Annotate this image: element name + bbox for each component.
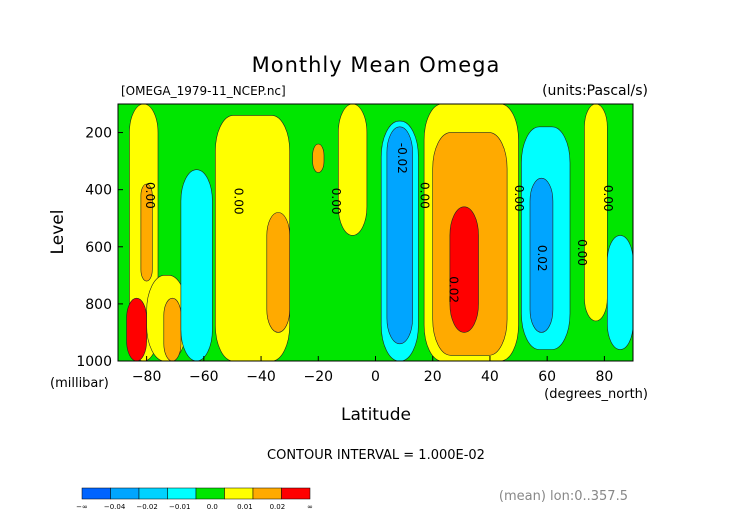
x-tick-label: −80 [132,369,162,385]
contour-region-8 [266,212,290,333]
contour-region-7 [140,183,153,282]
y-axis-units: (millibar) [50,376,109,391]
x-tick-label: 20 [424,369,442,385]
legend-label: 0.01 [237,503,253,511]
y-axis-label: Level [48,210,68,255]
legend-swatch [281,487,311,500]
contour-label-4: -0.02 [395,143,409,174]
legend-swatch [110,487,140,500]
plot-area: 0.00 0.00 0.00 -0.02 0.00 0.00 0.00 0.02 0.00 0.0… [118,104,633,361]
y-tick-label: 400 [85,183,112,199]
legend-label: 0.02 [270,503,286,511]
x-tick-label: −20 [304,369,334,385]
x-tick-label: 40 [481,369,499,385]
legend-swatch [224,487,254,500]
contour-interval-note: CONTOUR INTERVAL = 1.000E-02 [267,448,485,463]
x-tick-label: −40 [246,369,276,385]
legend-swatch [138,487,168,500]
chart-title: Monthly Mean Omega [252,53,501,77]
y-tick-label: 800 [85,297,112,313]
contour-region-3 [338,104,368,236]
contour-label-5: 0.00 [418,182,432,209]
contour-label-2: 0.00 [232,188,246,215]
y-tick-label: 1000 [76,354,112,370]
x-tick-label: 80 [595,369,613,385]
legend-swatch [252,487,282,500]
contour-label-9: 0.00 [575,239,589,266]
legend-swatch [81,487,111,500]
x-axis-units: (degrees_north) [544,387,648,402]
contour-label-3: 0.00 [329,188,343,215]
contour-region-19 [529,177,554,333]
contour-region-9 [312,143,325,173]
contour-label-8: 0.02 [535,245,549,272]
contour-region-18 [386,126,413,345]
legend-swatch [167,487,197,500]
units-label: (units:Pascal/s) [542,83,648,99]
legend-label: −0.01 [169,503,190,511]
mean-label: (mean) lon:0..357.5 [499,489,628,504]
y-tick-label: 600 [85,240,112,256]
legend-swatch [195,487,225,500]
legend-label: −∞ [76,503,88,511]
contour-region-5 [584,104,608,322]
x-tick-label: 60 [538,369,556,385]
y-tick-label: 200 [85,126,112,142]
file-label: [OMEGA_1979-11_NCEP.nc] [121,84,286,98]
x-tick-label: −60 [189,369,219,385]
contour-label-6: 0.00 [512,185,526,212]
contour-label-7: 0.00 [601,185,615,212]
contour-region-17 [607,235,633,350]
x-axis-label: Latitude [341,405,411,425]
contour-region-11 [163,297,182,361]
contour-region-12 [449,206,479,333]
legend-label: −0.04 [104,503,126,511]
contour-label-10: 0.02 [446,276,460,303]
x-tick-label: 0 [371,369,380,385]
legend-label: −0.02 [136,503,157,511]
color-legend: −∞ −0.04 −0.02 −0.01 0.0 0.01 0.02 ∞ [76,487,313,511]
legend-label: ∞ [307,503,313,511]
legend-label: 0.0 [207,503,218,511]
contour-region-13 [126,297,147,361]
contour-label-1: 0.00 [143,182,157,209]
contour-region-14 [180,169,213,361]
